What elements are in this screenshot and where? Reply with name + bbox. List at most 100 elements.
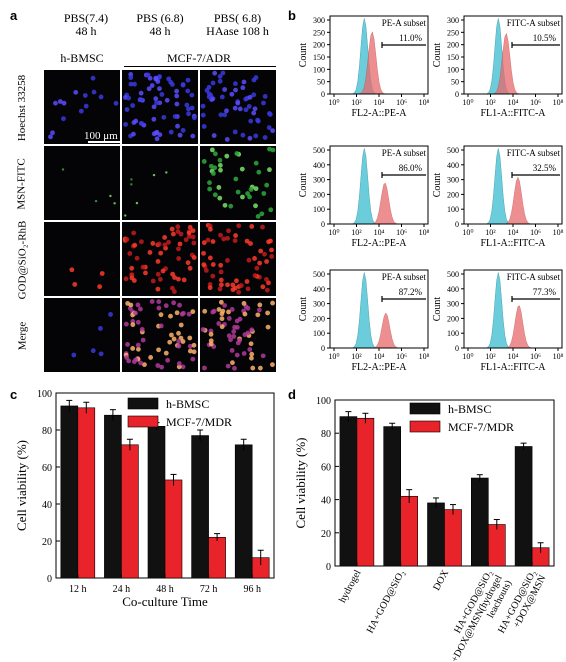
cell-dot	[250, 365, 256, 371]
y-tick-label: 150	[313, 53, 325, 62]
cell-dot	[127, 251, 133, 256]
x-tick-label: HA+GOD@SiO₂	[365, 568, 408, 635]
col-header-1-line2: 48 h	[75, 24, 97, 38]
cell-dot	[257, 260, 263, 266]
x-tick-label: 10⁰	[328, 352, 339, 361]
cell-dot	[207, 255, 213, 261]
cell-dot	[145, 72, 151, 78]
cell-dot	[156, 241, 162, 247]
cell-dot	[241, 79, 247, 85]
cell-dot	[132, 242, 138, 248]
cell-dot	[222, 87, 228, 92]
cell-dot	[184, 102, 190, 108]
cell-dot	[187, 343, 193, 349]
cell-dot	[203, 268, 209, 273]
cell-dot	[216, 307, 222, 312]
cell-dot	[153, 96, 159, 102]
cell-dot	[150, 278, 156, 284]
cell-dot	[249, 351, 255, 357]
cell-dot	[232, 365, 237, 371]
micro-tile	[44, 146, 120, 220]
gate-subset-label: FITC-A subset	[507, 18, 561, 28]
cell-dot	[124, 214, 127, 217]
cell-dot	[201, 124, 207, 129]
cell-dot	[208, 341, 214, 347]
cell-dot	[210, 262, 216, 267]
micro-tile	[44, 298, 120, 372]
y-tick-label: 100	[313, 65, 325, 74]
y-axis-label: Count	[432, 43, 443, 68]
cell-dot	[94, 199, 98, 203]
micro-tile	[44, 222, 120, 296]
cell-dot	[191, 342, 197, 348]
cell-dot	[270, 362, 275, 368]
cell-dot	[249, 327, 255, 333]
cell-dot	[82, 93, 88, 98]
x-tick-label: 10⁸	[419, 228, 430, 237]
cell-dot	[180, 127, 186, 133]
cell-dot	[113, 100, 119, 106]
col-header-3-line2: HAase 108 h	[206, 24, 269, 38]
cell-dot	[243, 107, 249, 113]
cell-dot	[270, 128, 276, 134]
cell-dot	[222, 303, 227, 308]
cell-dot	[221, 236, 227, 242]
cell-dot	[90, 75, 96, 81]
cell-dot	[61, 168, 65, 171]
x-tick-label: 10⁶	[530, 98, 541, 107]
x-tick-label: 10⁴	[374, 228, 385, 237]
cell-dot	[131, 131, 136, 137]
cell-dot	[177, 302, 182, 308]
y-tick-label: 300	[313, 176, 325, 185]
cell-dot	[248, 241, 253, 246]
cell-dot	[169, 82, 175, 87]
cell-dot	[125, 342, 130, 347]
cell-dot	[167, 339, 173, 345]
cell-dot	[264, 259, 269, 264]
cell-dot	[249, 224, 255, 229]
cell-dot	[237, 338, 243, 343]
cell-dot	[265, 310, 271, 316]
cell-dot	[73, 89, 79, 95]
cell-dot	[108, 312, 113, 317]
cell-dot	[202, 308, 208, 314]
cell-dot	[135, 201, 139, 205]
x-tick-label: 10⁶	[396, 98, 407, 107]
cell-dot	[264, 182, 270, 188]
cell-dot	[225, 258, 230, 263]
y-tick-label: 40	[321, 496, 331, 507]
cell-dot	[260, 224, 265, 230]
cell-dot	[61, 116, 66, 122]
cell-dot	[135, 302, 141, 308]
scale-bar	[88, 141, 120, 143]
cell-dot	[248, 341, 254, 347]
cell-dot	[200, 327, 206, 332]
y-tick-label: 100	[316, 396, 331, 407]
bar	[383, 426, 401, 567]
cell-dot	[186, 106, 191, 112]
cell-dot	[246, 257, 252, 263]
cell-dot	[140, 264, 146, 270]
cell-dot	[191, 349, 197, 355]
x-tick-label: 10⁴	[508, 352, 519, 361]
cell-dot	[177, 241, 183, 247]
micro-tile	[44, 70, 120, 144]
cell-dot	[72, 282, 78, 287]
bar	[427, 502, 445, 567]
cell-dot	[269, 254, 275, 259]
cell-dot	[268, 207, 274, 213]
x-tick-label: hydrogel	[337, 568, 364, 605]
bar	[234, 444, 253, 579]
bar	[514, 446, 533, 567]
x-tick-label: 10⁶	[396, 228, 407, 237]
cell-dot	[128, 81, 134, 87]
bar	[356, 417, 375, 567]
gate-percent: 32.5%	[533, 163, 557, 173]
cell-dot	[142, 362, 147, 368]
cell-dot	[229, 307, 235, 312]
y-tick-label: 150	[447, 53, 459, 62]
y-axis-label: Cell viability (%)	[293, 438, 308, 529]
cell-dot	[217, 74, 223, 79]
col-header-1: PBS(7.4) 48 h	[44, 12, 128, 38]
bar	[60, 405, 79, 579]
